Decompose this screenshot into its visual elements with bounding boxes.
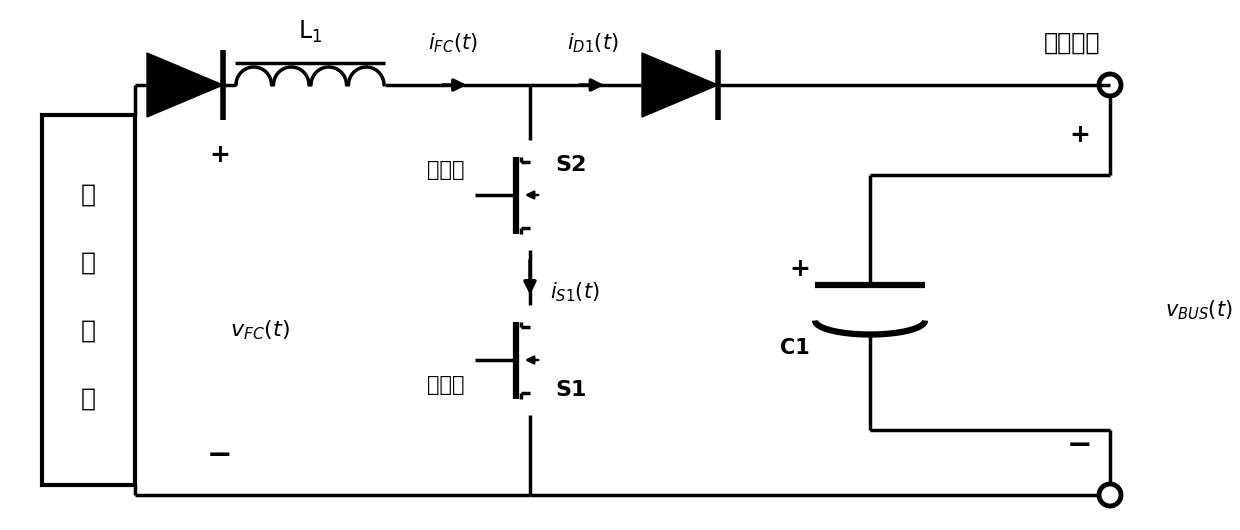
Text: −: − — [1068, 430, 1092, 460]
Text: L$_1$: L$_1$ — [298, 19, 322, 45]
Text: +: + — [790, 258, 811, 281]
Text: S1: S1 — [556, 380, 587, 400]
Text: 保护管: 保护管 — [428, 160, 465, 180]
Text: $i_{D1}(t)$: $i_{D1}(t)$ — [567, 31, 619, 55]
Text: 直流母线: 直流母线 — [1044, 31, 1100, 55]
Polygon shape — [642, 53, 718, 117]
Text: $v_{FC}(t)$: $v_{FC}(t)$ — [231, 318, 290, 342]
Text: +: + — [1070, 123, 1090, 147]
Text: 燃: 燃 — [81, 183, 95, 207]
Text: $i_{FC}(t)$: $i_{FC}(t)$ — [428, 31, 477, 55]
Text: 开关管: 开关管 — [428, 375, 465, 395]
Polygon shape — [148, 53, 223, 117]
Text: S2: S2 — [556, 155, 587, 175]
Text: $v_{BUS}(t)$: $v_{BUS}(t)$ — [1166, 298, 1233, 322]
Text: 料: 料 — [81, 251, 95, 275]
Text: C1: C1 — [780, 338, 810, 358]
Text: −: − — [207, 440, 233, 470]
Text: 电: 电 — [81, 319, 95, 343]
Text: $i_{S1}(t)$: $i_{S1}(t)$ — [551, 281, 600, 304]
Text: 池: 池 — [81, 387, 95, 411]
Bar — [42, 115, 135, 485]
Text: +: + — [210, 143, 231, 167]
